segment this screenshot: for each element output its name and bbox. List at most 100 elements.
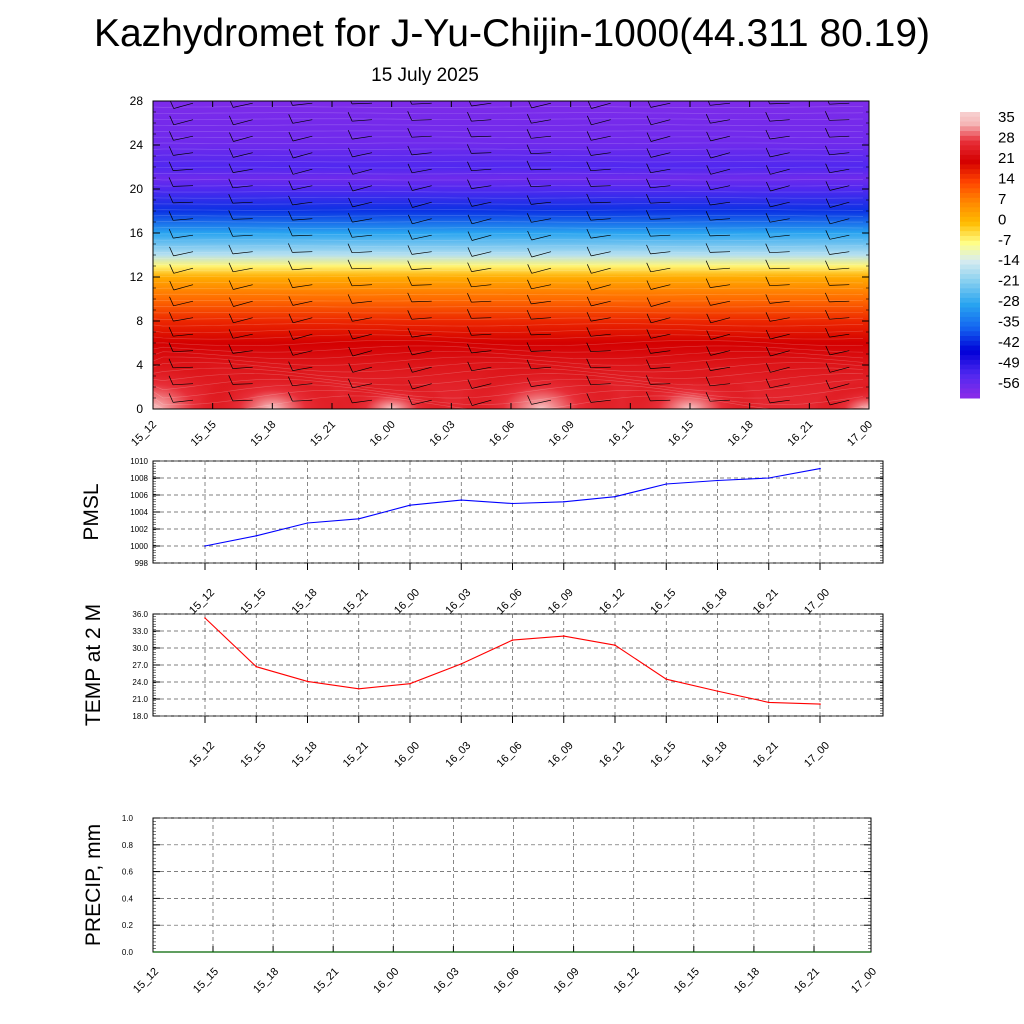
- wind-barb: [531, 383, 552, 387]
- wind-barb: [651, 300, 671, 307]
- wind-barb-flag: [705, 260, 711, 270]
- wind-barb-flag: [467, 247, 473, 257]
- wind-barb: [829, 135, 850, 138]
- wind-barb: [411, 102, 432, 105]
- wind-barb: [531, 399, 552, 405]
- wind-barb-flag: [825, 145, 830, 155]
- panel-ylabel: TEMP at 2 M: [82, 604, 105, 726]
- wind-barb: [710, 383, 731, 387]
- x-tick-label: 16_00: [392, 587, 422, 617]
- wind-barb: [889, 367, 909, 371]
- contour-line: [153, 328, 864, 333]
- y-tick-label: 1008: [130, 474, 148, 483]
- wind-barb-flag: [765, 378, 771, 388]
- wind-barb-flag: [526, 114, 532, 124]
- colorbar-segment: [960, 278, 980, 285]
- wind-barb: [233, 102, 253, 108]
- wind-barb: [471, 267, 492, 272]
- wind-barb-flag: [228, 344, 234, 354]
- x-tick-label: 15_12: [187, 587, 217, 617]
- y-tick-label: 28: [130, 94, 144, 108]
- wind-barb: [829, 168, 850, 174]
- y-tick-label: 8: [136, 314, 143, 328]
- wind-barb-flag: [347, 112, 353, 122]
- wind-barb: [471, 218, 492, 225]
- wind-barb: [829, 399, 850, 406]
- wind-barb-flag: [765, 276, 771, 286]
- wind-barb-flag: [645, 375, 651, 385]
- wind-barb: [293, 152, 313, 159]
- wind-barb: [471, 152, 492, 154]
- wind-barb-flag: [705, 226, 711, 237]
- contour-line: [153, 185, 864, 187]
- warm-core: [619, 369, 761, 409]
- colorbar-segment: [960, 321, 980, 327]
- wind-barb-flag: [765, 363, 771, 373]
- wind-barb-flag: [526, 325, 532, 336]
- wind-barb: [889, 351, 909, 353]
- wind-barb-flag: [885, 97, 889, 106]
- colorbar-segment: [960, 245, 980, 251]
- wind-barb-flag: [169, 264, 175, 274]
- y-tick-label: 0.2: [122, 921, 134, 930]
- wind-barb-flag: [467, 293, 472, 303]
- wind-barb-flag: [646, 297, 652, 307]
- wind-barb-flag: [586, 393, 592, 403]
- wind-barb-flag: [228, 262, 234, 272]
- contour-line: [153, 317, 864, 320]
- wind-barb: [530, 185, 552, 188]
- wind-barb: [471, 366, 492, 372]
- wind-barb: [352, 350, 373, 357]
- wind-barb: [709, 251, 731, 253]
- colorbar-label: 21: [998, 150, 1015, 167]
- wind-barb-flag: [228, 210, 234, 220]
- wind-barb-flag: [168, 146, 174, 156]
- contour-line: [153, 154, 864, 157]
- colorbar-segment: [960, 135, 980, 142]
- x-tick-label: 16_15: [666, 419, 696, 449]
- wind-barb: [889, 268, 909, 272]
- colorbar-segment: [960, 173, 980, 180]
- wind-barb: [650, 333, 671, 339]
- wind-barb-flag: [467, 197, 473, 207]
- wind-barb: [710, 119, 731, 124]
- wind-barb: [829, 218, 850, 225]
- wind-barb-flag: [825, 379, 831, 390]
- contour-line: [153, 221, 863, 223]
- wind-barb: [352, 317, 373, 322]
- wind-barb: [590, 185, 611, 187]
- wind-barb-flag: [228, 244, 234, 255]
- wind-barb-flag: [467, 231, 473, 241]
- wind-barb: [650, 284, 671, 290]
- wind-barb-flag: [586, 193, 592, 204]
- wind-barb-flag: [347, 276, 353, 286]
- colorbar-segment: [960, 283, 980, 289]
- wind-barb: [412, 399, 432, 406]
- data-point: [614, 495, 616, 498]
- contour-line: [153, 106, 863, 108]
- colorbar-label: -28: [998, 293, 1020, 310]
- colorbar-segment: [960, 202, 980, 208]
- wind-barb: [232, 234, 253, 237]
- wind-barb-flag: [706, 330, 712, 340]
- wind-barb: [591, 102, 611, 109]
- wind-barb: [590, 168, 611, 172]
- wind-barb: [172, 383, 194, 386]
- wind-barb: [770, 152, 790, 158]
- wind-barb-flag: [765, 228, 771, 238]
- wind-barb-flag: [347, 129, 353, 140]
- wind-barb: [829, 317, 850, 320]
- wind-barb: [471, 300, 492, 303]
- wind-barb: [531, 251, 552, 258]
- wind-barb-flag: [885, 263, 889, 272]
- wind-barb-flag: [706, 313, 712, 323]
- wind-barb-flag: [705, 376, 711, 386]
- contour-line: [153, 339, 864, 347]
- wind-barb-flag: [825, 327, 830, 338]
- wind-barb: [590, 333, 611, 337]
- contour-line: [153, 281, 864, 284]
- wind-barb-flag: [825, 395, 831, 406]
- wind-barb: [173, 119, 194, 126]
- wind-barb-flag: [287, 226, 293, 237]
- wind-barb: [710, 350, 731, 356]
